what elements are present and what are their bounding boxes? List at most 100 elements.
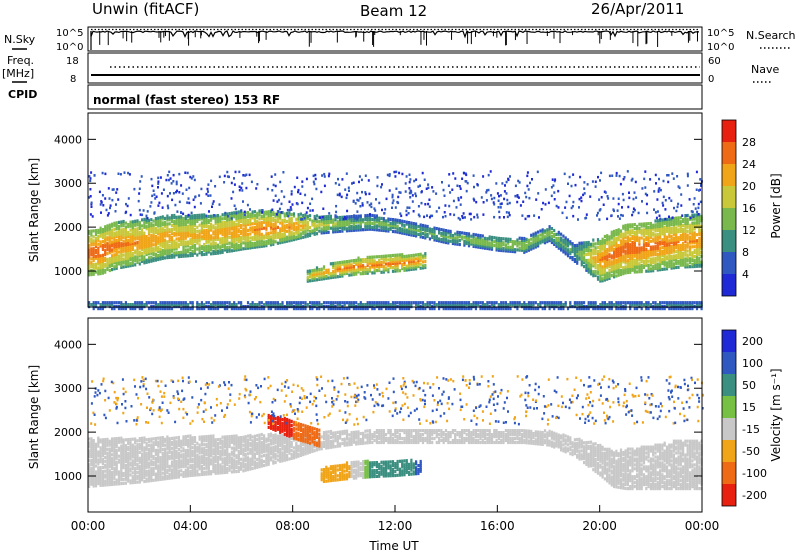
power-cell bbox=[530, 303, 533, 307]
power-cell bbox=[661, 261, 664, 266]
power-cell bbox=[267, 233, 270, 237]
power-cell bbox=[617, 271, 620, 275]
power-cell bbox=[562, 246, 565, 250]
power-cell bbox=[359, 224, 362, 228]
power-cell bbox=[318, 271, 321, 276]
power-cell bbox=[290, 212, 293, 217]
power-cell bbox=[373, 307, 376, 311]
power-cell bbox=[642, 232, 646, 236]
power-cell bbox=[539, 237, 542, 241]
power-cell bbox=[311, 269, 314, 273]
power-cell bbox=[555, 240, 558, 244]
power-cell bbox=[327, 268, 330, 272]
power-cell bbox=[191, 249, 194, 253]
power-cell bbox=[150, 224, 153, 228]
power-cell bbox=[672, 254, 675, 258]
power-cell bbox=[587, 258, 590, 262]
power-cell bbox=[168, 222, 171, 226]
power-cell bbox=[200, 245, 203, 249]
power-cell bbox=[421, 264, 425, 268]
power-cell bbox=[233, 307, 236, 311]
power-cell bbox=[196, 307, 199, 311]
power-cell bbox=[336, 222, 339, 226]
power-cell bbox=[500, 241, 503, 245]
power-scatter-cell bbox=[485, 189, 488, 192]
power-cell bbox=[647, 251, 650, 255]
power-cell bbox=[608, 245, 611, 249]
power-cell bbox=[488, 307, 491, 311]
power-cell bbox=[223, 307, 226, 311]
power-cell bbox=[698, 237, 701, 241]
power-cell bbox=[389, 307, 392, 311]
power-cell bbox=[659, 222, 662, 226]
power-cell bbox=[177, 215, 180, 219]
power-cell bbox=[237, 240, 240, 244]
power-cell bbox=[580, 241, 583, 245]
power-cell bbox=[182, 232, 185, 236]
power-cell bbox=[348, 269, 351, 273]
power-cell bbox=[514, 248, 517, 252]
power-cell bbox=[136, 221, 139, 225]
power-cell bbox=[509, 249, 512, 253]
power-cell bbox=[256, 221, 259, 225]
power-cell bbox=[670, 223, 673, 227]
power-cell bbox=[168, 234, 171, 238]
power-cell bbox=[302, 231, 305, 235]
power-cell bbox=[403, 226, 406, 230]
power-cell bbox=[131, 226, 134, 230]
power-cell bbox=[311, 229, 314, 233]
power-cell bbox=[449, 303, 452, 307]
power-cell bbox=[373, 301, 376, 305]
power-cell bbox=[124, 249, 127, 253]
power-scatter-cell bbox=[583, 181, 586, 184]
power-cell bbox=[322, 307, 326, 311]
power-cell bbox=[265, 212, 268, 216]
power-cell bbox=[571, 246, 574, 250]
power-scatter-cell bbox=[305, 211, 308, 214]
power-cell bbox=[433, 228, 436, 232]
power-cell bbox=[336, 307, 339, 311]
power-cell bbox=[348, 215, 351, 219]
power-cell bbox=[546, 303, 549, 307]
power-cell bbox=[633, 223, 636, 227]
power-cell bbox=[419, 301, 422, 305]
power-cell bbox=[594, 262, 597, 266]
power-cell bbox=[240, 247, 243, 251]
power-cell bbox=[642, 234, 646, 238]
power-cell bbox=[684, 245, 687, 249]
power-cell bbox=[127, 260, 130, 264]
power-cell bbox=[244, 215, 247, 219]
power-cell bbox=[170, 303, 174, 307]
power-cell bbox=[329, 274, 332, 278]
power-cell bbox=[695, 243, 699, 247]
power-cell bbox=[698, 242, 701, 247]
power-cell bbox=[359, 214, 362, 218]
power-cell bbox=[444, 233, 448, 237]
power-cell bbox=[219, 229, 222, 233]
power-cell bbox=[594, 307, 597, 311]
power-cell bbox=[203, 221, 206, 225]
power-cell bbox=[348, 265, 351, 269]
power-cell bbox=[569, 240, 572, 244]
power-scatter-cell bbox=[233, 177, 235, 180]
power-cell bbox=[629, 249, 632, 253]
power-cell bbox=[113, 233, 116, 237]
power-cell bbox=[154, 244, 157, 248]
power-cell bbox=[290, 224, 293, 228]
power-cell bbox=[403, 301, 406, 305]
power-cell bbox=[327, 230, 330, 234]
power-cell bbox=[228, 235, 231, 239]
power-cell bbox=[306, 226, 309, 230]
power-cell bbox=[684, 229, 687, 233]
power-cell bbox=[246, 220, 250, 225]
power-cell bbox=[610, 254, 613, 258]
power-cell bbox=[223, 244, 226, 248]
power-cell bbox=[159, 253, 162, 257]
power-cell bbox=[124, 307, 127, 311]
power-cell bbox=[228, 225, 231, 229]
power-cell bbox=[154, 307, 157, 311]
power-cell bbox=[318, 269, 321, 274]
power-scatter-cell bbox=[424, 203, 427, 206]
power-cell bbox=[327, 214, 330, 219]
power-cell bbox=[313, 214, 316, 219]
